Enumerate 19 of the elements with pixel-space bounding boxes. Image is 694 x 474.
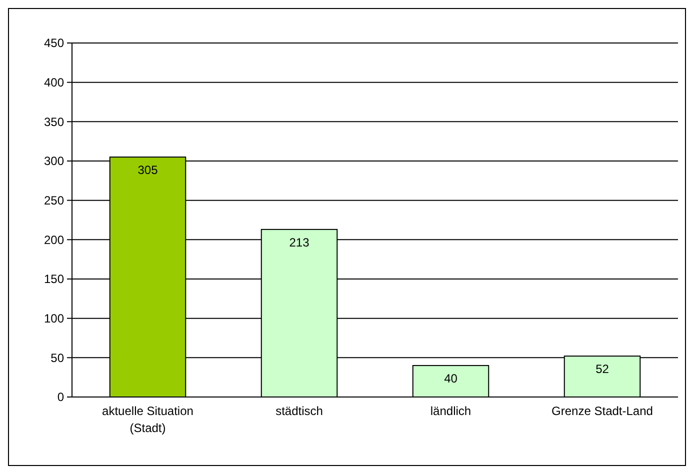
y-tick-label: 150: [44, 272, 64, 286]
y-tick-label: 300: [44, 154, 64, 168]
data-label: 213: [289, 235, 310, 250]
x-tick-label: ländlich: [430, 404, 472, 418]
x-tick-label: Grenze Stadt-Land: [552, 404, 653, 418]
y-tick-label: 250: [44, 194, 64, 208]
data-label: 52: [596, 362, 610, 376]
bar: [412, 365, 490, 398]
y-tick-label: 0: [57, 390, 64, 404]
data-label: 40: [444, 372, 458, 386]
y-tick-label: 200: [44, 232, 64, 247]
y-tick-label: 50: [50, 350, 64, 365]
data-label: 305: [138, 163, 158, 178]
x-tick-label: städtisch: [276, 404, 323, 418]
y-tick-label: 450: [44, 36, 64, 50]
y-tick-label: 100: [44, 312, 64, 326]
y-tick-label: 350: [44, 114, 64, 129]
y-tick-label: 400: [44, 76, 64, 90]
x-tick-label: aktuelle Situation (Stadt): [102, 404, 194, 435]
